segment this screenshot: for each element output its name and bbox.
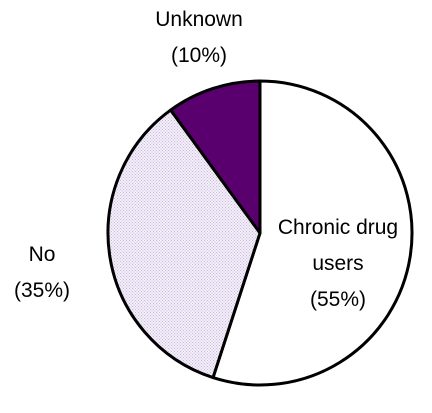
label-chronic-line1: Chronic drug <box>278 216 398 239</box>
slice-unknown <box>169 79 262 235</box>
slices <box>106 79 414 387</box>
label-no: No (35%) <box>14 243 70 302</box>
label-unknown-line1: Unknown <box>155 8 243 31</box>
label-no-pct: (35%) <box>14 279 70 302</box>
label-unknown-pct: (10%) <box>171 44 227 67</box>
label-chronic-drug-users: Chronic drug users (55%) <box>278 216 398 311</box>
slice-chronic-drug-users <box>211 79 414 387</box>
label-no-line1: No <box>29 243 56 266</box>
label-chronic-pct: (55%) <box>310 288 366 311</box>
slice-no <box>106 108 262 380</box>
label-chronic-line2: users <box>312 252 363 275</box>
label-unknown: Unknown (10%) <box>155 8 243 67</box>
